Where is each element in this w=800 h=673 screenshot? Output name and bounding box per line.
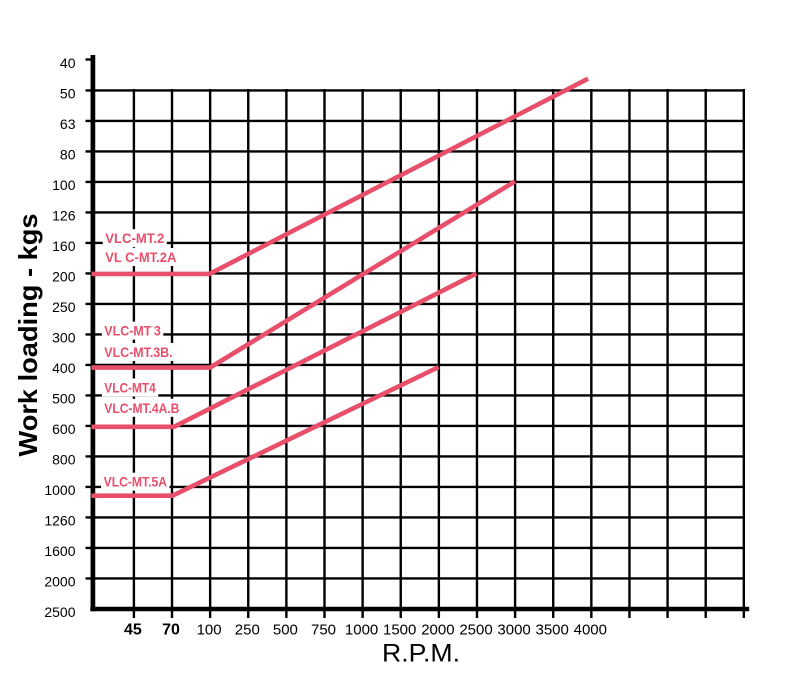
svg-text:100: 100 <box>52 177 76 193</box>
svg-text:VLC-MT.2: VLC-MT.2 <box>105 230 164 246</box>
svg-text:Work loading - kgs: Work loading - kgs <box>13 214 43 457</box>
svg-text:45: 45 <box>124 622 142 639</box>
svg-text:1260: 1260 <box>44 513 75 529</box>
svg-text:1000: 1000 <box>345 622 378 639</box>
svg-text:2500: 2500 <box>44 604 75 620</box>
svg-text:500: 500 <box>52 391 76 407</box>
svg-text:100: 100 <box>197 622 222 639</box>
svg-text:VL C-MT.2A: VL C-MT.2A <box>105 249 176 265</box>
svg-text:250: 250 <box>52 299 76 315</box>
svg-text:300: 300 <box>52 330 76 346</box>
svg-text:VLC-MT 3: VLC-MT 3 <box>104 323 161 339</box>
svg-text:750: 750 <box>311 622 336 639</box>
svg-text:600: 600 <box>52 421 76 437</box>
svg-text:1600: 1600 <box>44 543 75 559</box>
svg-text:70: 70 <box>162 622 180 639</box>
svg-text:VLC-MT.3B.: VLC-MT.3B. <box>104 344 172 360</box>
svg-text:40: 40 <box>60 55 76 71</box>
svg-text:2000: 2000 <box>421 622 454 639</box>
svg-text:VLC-MT.5A: VLC-MT.5A <box>104 474 167 490</box>
svg-text:250: 250 <box>235 622 260 639</box>
svg-text:200: 200 <box>52 269 76 285</box>
svg-text:1000: 1000 <box>44 482 75 498</box>
svg-text:126: 126 <box>52 208 76 224</box>
svg-text:3500: 3500 <box>536 622 569 639</box>
svg-text:50: 50 <box>60 86 76 102</box>
svg-text:500: 500 <box>273 622 298 639</box>
svg-text:VLC-MT4: VLC-MT4 <box>104 380 156 396</box>
svg-text:63: 63 <box>60 116 76 132</box>
svg-text:2500: 2500 <box>459 622 492 639</box>
svg-text:R.P.M.: R.P.M. <box>382 640 460 668</box>
svg-text:400: 400 <box>52 360 76 376</box>
svg-text:80: 80 <box>60 147 76 163</box>
svg-text:4000: 4000 <box>574 622 607 639</box>
svg-text:800: 800 <box>52 452 76 468</box>
svg-text:1500: 1500 <box>383 622 416 639</box>
svg-text:VLC-MT.4A.B: VLC-MT.4A.B <box>104 400 179 416</box>
svg-text:160: 160 <box>52 238 76 254</box>
svg-text:2000: 2000 <box>44 574 75 590</box>
svg-text:3000: 3000 <box>497 622 530 639</box>
